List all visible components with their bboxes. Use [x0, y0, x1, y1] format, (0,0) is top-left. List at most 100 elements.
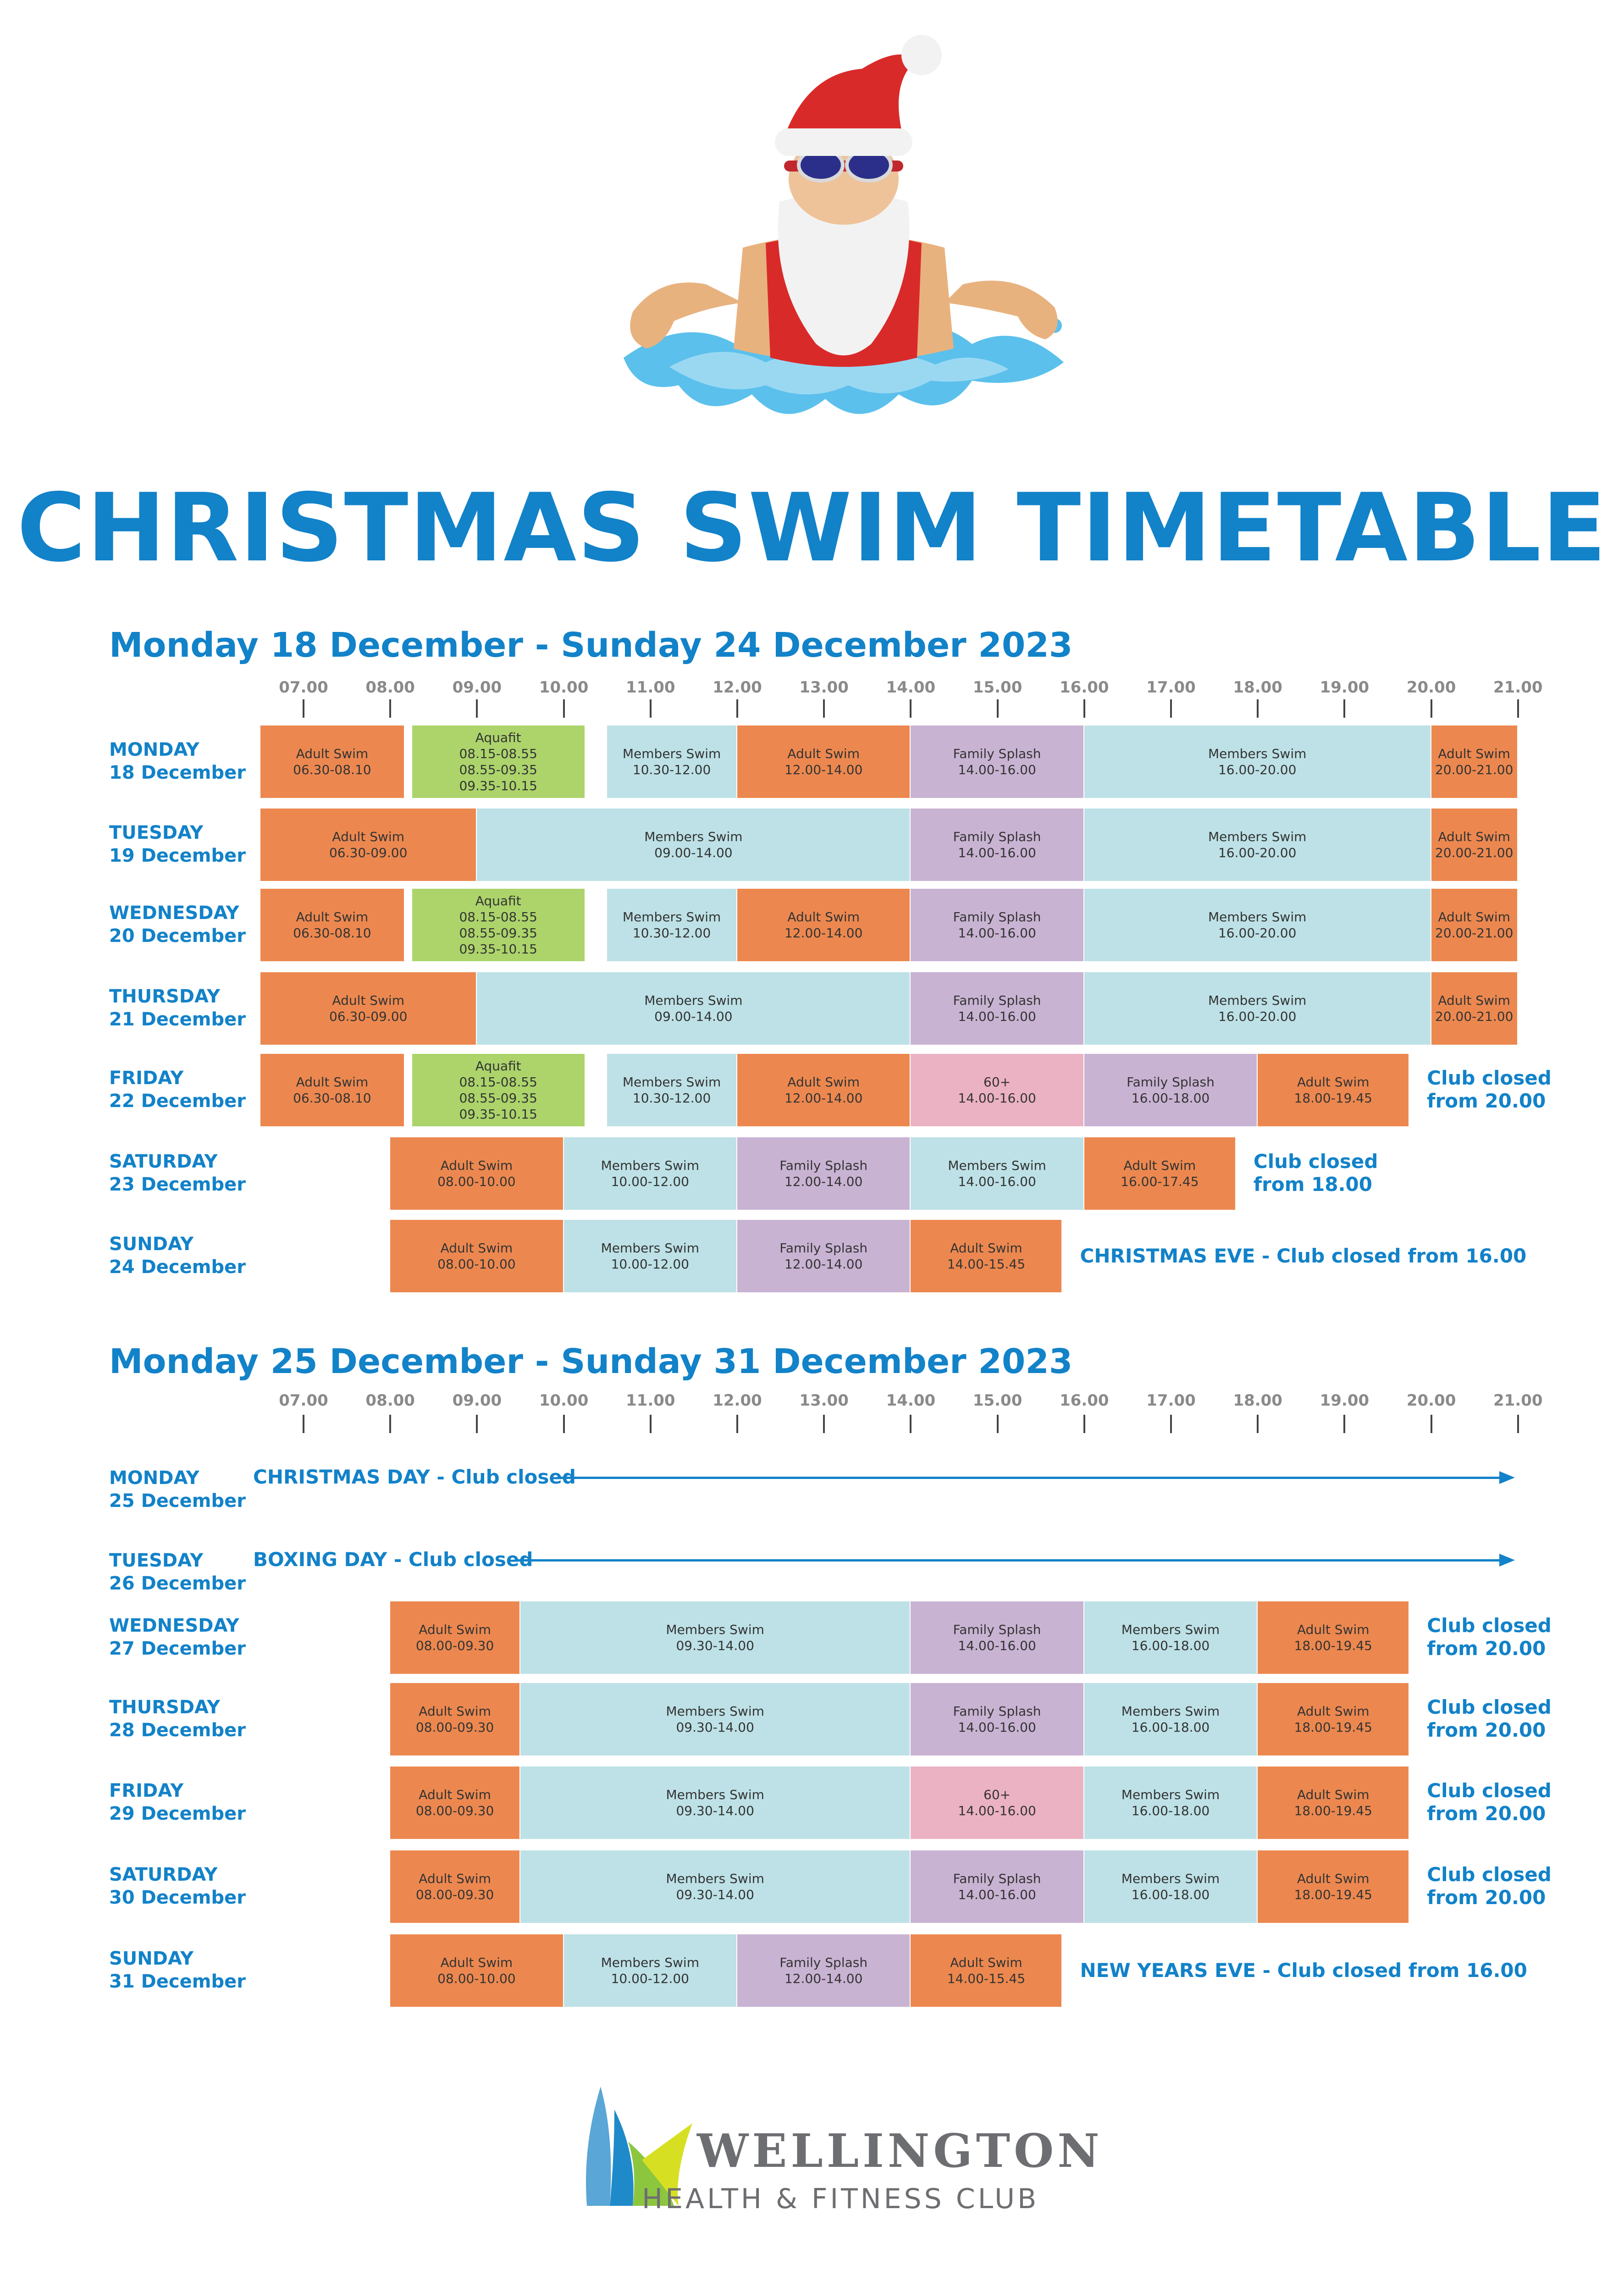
day-date: 21 December: [109, 1009, 246, 1030]
session-block[interactable]: Family Splash 14.00-16.00: [911, 725, 1083, 798]
session-block[interactable]: Members Swim 14.00-16.00: [911, 1137, 1083, 1210]
session-block[interactable]: Members Swim 16.00-20.00: [1084, 809, 1431, 881]
session-time: 09.35-10.15: [459, 941, 537, 957]
session-block[interactable]: Adult Swim 12.00-14.00: [737, 889, 910, 961]
session-block[interactable]: Members Swim 10.30-12.00: [607, 725, 736, 798]
session-block[interactable]: Members Swim 09.30-14.00: [520, 1767, 910, 1839]
session-block[interactable]: Adult Swim 06.30-08.10: [260, 725, 404, 798]
session-block[interactable]: Adult Swim 06.30-08.10: [260, 1054, 404, 1126]
session-block[interactable]: Family Splash 12.00-14.00: [737, 1934, 910, 2007]
session-block[interactable]: Members Swim 10.00-12.00: [563, 1137, 736, 1210]
session-block[interactable]: Members Swim 16.00-18.00: [1084, 1850, 1257, 1923]
session-block[interactable]: Adult Swim 18.00-19.45: [1258, 1054, 1409, 1126]
session-name: Adult Swim: [1438, 909, 1510, 925]
session-block[interactable]: Adult Swim 12.00-14.00: [737, 1054, 910, 1126]
page-title: CHRISTMAS SWIM TIMETABLE: [17, 474, 1607, 583]
day-name: THURSDAY: [109, 1697, 221, 1718]
session-block[interactable]: Family Splash 14.00-16.00: [911, 1683, 1083, 1755]
session-block[interactable]: Adult Swim 06.30-09.00: [260, 972, 476, 1045]
session-block[interactable]: Family Splash 14.00-16.00: [911, 809, 1083, 881]
session-block[interactable]: Members Swim 16.00-20.00: [1084, 972, 1431, 1045]
session-time: 12.00-14.00: [784, 762, 863, 777]
session-block[interactable]: Adult Swim 18.00-19.45: [1258, 1850, 1409, 1923]
day-name: SUNDAY: [109, 1234, 194, 1255]
session-block[interactable]: Adult Swim 06.30-09.00: [260, 809, 476, 881]
session-name: Members Swim: [644, 993, 743, 1008]
session-block[interactable]: Members Swim 16.00-20.00: [1084, 725, 1431, 798]
session-block[interactable]: Adult Swim 18.00-19.45: [1258, 1601, 1409, 1674]
session-name: Adult Swim: [419, 1787, 491, 1802]
session-block[interactable]: Family Splash 14.00-16.00: [911, 1601, 1083, 1674]
wellington-logo: WELLINGTON HEALTH & FITNESS CLUB: [582, 2068, 1099, 2224]
holiday-closed-label: CHRISTMAS DAY - Club closed: [253, 1466, 576, 1488]
session-name: Adult Swim: [419, 1871, 491, 1886]
santa-swimming-illustration: [624, 35, 1064, 414]
session-block[interactable]: Members Swim 09.30-14.00: [520, 1850, 910, 1923]
session-block[interactable]: Members Swim 16.00-18.00: [1084, 1683, 1257, 1755]
session-time: 08.00-09.30: [415, 1887, 494, 1902]
session-block[interactable]: Adult Swim 08.00-09.30: [390, 1767, 519, 1839]
session-block[interactable]: Adult Swim 12.00-14.00: [737, 725, 910, 798]
closing-note-line: from 20.00: [1427, 1637, 1546, 1660]
session-block[interactable]: 60+ 14.00-16.00: [911, 1767, 1083, 1839]
session-block[interactable]: Family Splash 14.00-16.00: [911, 889, 1083, 961]
session-block[interactable]: Adult Swim 14.00-15.45: [911, 1934, 1062, 2007]
session-time: 12.00-14.00: [784, 1174, 863, 1189]
session-block[interactable]: Members Swim 09.30-14.00: [520, 1683, 910, 1755]
session-block[interactable]: Aquafit 08.15-08.55 08.55-09.35 09.35-10.15: [412, 889, 585, 961]
session-name: Members Swim: [1121, 1704, 1220, 1719]
session-block[interactable]: Adult Swim 08.00-09.30: [390, 1850, 519, 1923]
session-block[interactable]: Adult Swim 08.00-09.30: [390, 1683, 519, 1755]
session-block[interactable]: Family Splash 14.00-16.00: [911, 1850, 1083, 1923]
session-block[interactable]: Aquafit 08.15-08.55 08.55-09.35 09.35-10.15: [412, 725, 585, 798]
session-time: 06.30-09.00: [329, 1009, 408, 1024]
session-block[interactable]: Family Splash 16.00-18.00: [1084, 1054, 1257, 1126]
session-block[interactable]: Adult Swim 08.00-10.00: [390, 1137, 563, 1210]
session-block[interactable]: Aquafit 08.15-08.55 08.55-09.35 09.35-10.15: [412, 1054, 585, 1126]
hour-tick-mark: [736, 1415, 738, 1433]
session-block[interactable]: Adult Swim 06.30-08.10: [260, 889, 404, 961]
session-block[interactable]: Members Swim 09.00-14.00: [477, 809, 910, 881]
session-time: 09.00-14.00: [654, 845, 733, 860]
session-name: Members Swim: [666, 1622, 764, 1637]
session-block[interactable]: Adult Swim 16.00-17.45: [1084, 1137, 1235, 1210]
session-block[interactable]: Adult Swim 18.00-19.45: [1258, 1683, 1409, 1755]
session-block[interactable]: Members Swim 10.30-12.00: [607, 889, 736, 961]
session-name: 60+: [983, 1787, 1011, 1802]
hour-tick-label: 14.00: [886, 1391, 936, 1410]
session-block[interactable]: Members Swim 09.30-14.00: [520, 1601, 910, 1674]
session-block[interactable]: Adult Swim 08.00-10.00: [390, 1934, 563, 2007]
session-block[interactable]: Adult Swim 08.00-10.00: [390, 1220, 563, 1292]
session-name: Adult Swim: [1297, 1074, 1370, 1090]
session-block[interactable]: Members Swim 16.00-18.00: [1084, 1601, 1257, 1674]
session-block[interactable]: Adult Swim 20.00-21.00: [1431, 972, 1517, 1045]
session-block[interactable]: Adult Swim 20.00-21.00: [1431, 889, 1517, 961]
session-block[interactable]: Family Splash 14.00-16.00: [911, 972, 1083, 1045]
hour-tick-mark: [649, 1415, 652, 1433]
hour-tick-mark: [303, 699, 304, 718]
session-block[interactable]: Members Swim 10.00-12.00: [563, 1220, 736, 1292]
session-time: 06.30-08.10: [293, 762, 371, 777]
session-name: Family Splash: [953, 909, 1041, 925]
session-block[interactable]: Family Splash 12.00-14.00: [737, 1137, 910, 1210]
session-block[interactable]: Adult Swim 08.00-09.30: [390, 1601, 519, 1674]
session-block[interactable]: Adult Swim 18.00-19.45: [1258, 1767, 1409, 1839]
session-block[interactable]: Members Swim 16.00-18.00: [1084, 1767, 1257, 1839]
session-time: 09.00-14.00: [654, 1009, 733, 1024]
session-block[interactable]: Members Swim 09.00-14.00: [477, 972, 910, 1045]
session-block[interactable]: Family Splash 12.00-14.00: [737, 1220, 910, 1292]
session-block[interactable]: Members Swim 16.00-20.00: [1084, 889, 1431, 961]
session-name: Adult Swim: [1438, 746, 1510, 761]
session-name: Members Swim: [622, 1074, 721, 1090]
hour-tick-mark: [1083, 699, 1085, 718]
session-block[interactable]: Adult Swim 14.00-15.45: [911, 1220, 1062, 1292]
closing-note: NEW YEARS EVE - Club closed from 16.00: [1080, 1959, 1527, 1982]
session-time: 08.00-10.00: [437, 1174, 516, 1189]
session-block[interactable]: Adult Swim 20.00-21.00: [1431, 809, 1517, 881]
session-block[interactable]: Adult Swim 20.00-21.00: [1431, 725, 1517, 798]
session-block[interactable]: Members Swim 10.30-12.00: [607, 1054, 736, 1126]
session-name: Members Swim: [1208, 746, 1307, 761]
session-block[interactable]: Members Swim 10.00-12.00: [563, 1934, 736, 2007]
session-block[interactable]: 60+ 14.00-16.00: [911, 1054, 1083, 1126]
session-time: 08.15-08.55: [459, 909, 537, 925]
